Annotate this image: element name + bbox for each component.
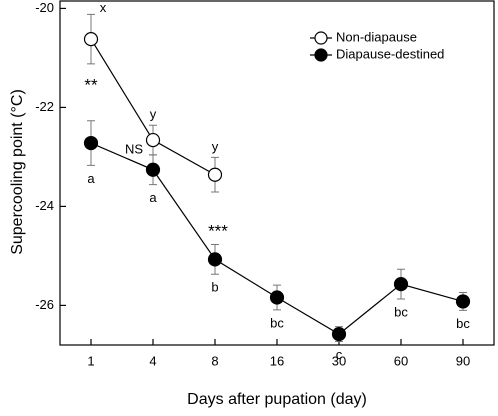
- legend-label: Diapause-destined: [336, 46, 444, 61]
- marker: [393, 277, 409, 292]
- comparison-label: NS: [125, 141, 143, 156]
- marker: [269, 290, 285, 305]
- significance-letter: a: [149, 190, 157, 205]
- marker: [83, 135, 99, 151]
- marker: [145, 162, 161, 177]
- comparison-label: **: [84, 76, 98, 95]
- marker: [83, 32, 99, 47]
- x-tick-label: 8: [211, 353, 218, 368]
- marker: [455, 294, 471, 309]
- significance-letter: y: [150, 107, 157, 122]
- x-tick-label: 60: [394, 353, 408, 368]
- comparison-label: ***: [208, 222, 228, 241]
- x-tick-label: 90: [456, 353, 470, 368]
- significance-letter: y: [212, 139, 219, 154]
- y-tick-label: -24: [35, 198, 54, 213]
- x-tick-label: 16: [270, 353, 284, 368]
- y-tick-label: -26: [35, 297, 54, 312]
- significance-letter: x: [100, 0, 107, 15]
- marker: [145, 132, 161, 148]
- significance-letter: bc: [456, 316, 470, 331]
- marker: [207, 252, 223, 267]
- legend-label: Non-diapause: [336, 29, 417, 44]
- marker: [207, 167, 223, 182]
- x-axis-label: Days after pupation (day): [187, 391, 367, 408]
- significance-letter: b: [211, 280, 218, 295]
- significance-letter: a: [87, 171, 95, 186]
- significance-letter: bc: [270, 315, 284, 330]
- significance-letter: bc: [394, 304, 408, 319]
- x-tick-label: 1: [87, 353, 94, 368]
- y-tick-label: -22: [35, 99, 54, 114]
- y-tick-label: -20: [35, 0, 54, 15]
- significance-letter: c: [336, 347, 343, 362]
- marker: [331, 327, 347, 342]
- x-tick-label: 30: [332, 353, 346, 368]
- y-axis-label: Supercooling point (°C): [9, 89, 26, 255]
- legend-marker: [314, 48, 328, 62]
- x-tick-label: 4: [149, 353, 156, 368]
- legend-marker: [314, 31, 328, 45]
